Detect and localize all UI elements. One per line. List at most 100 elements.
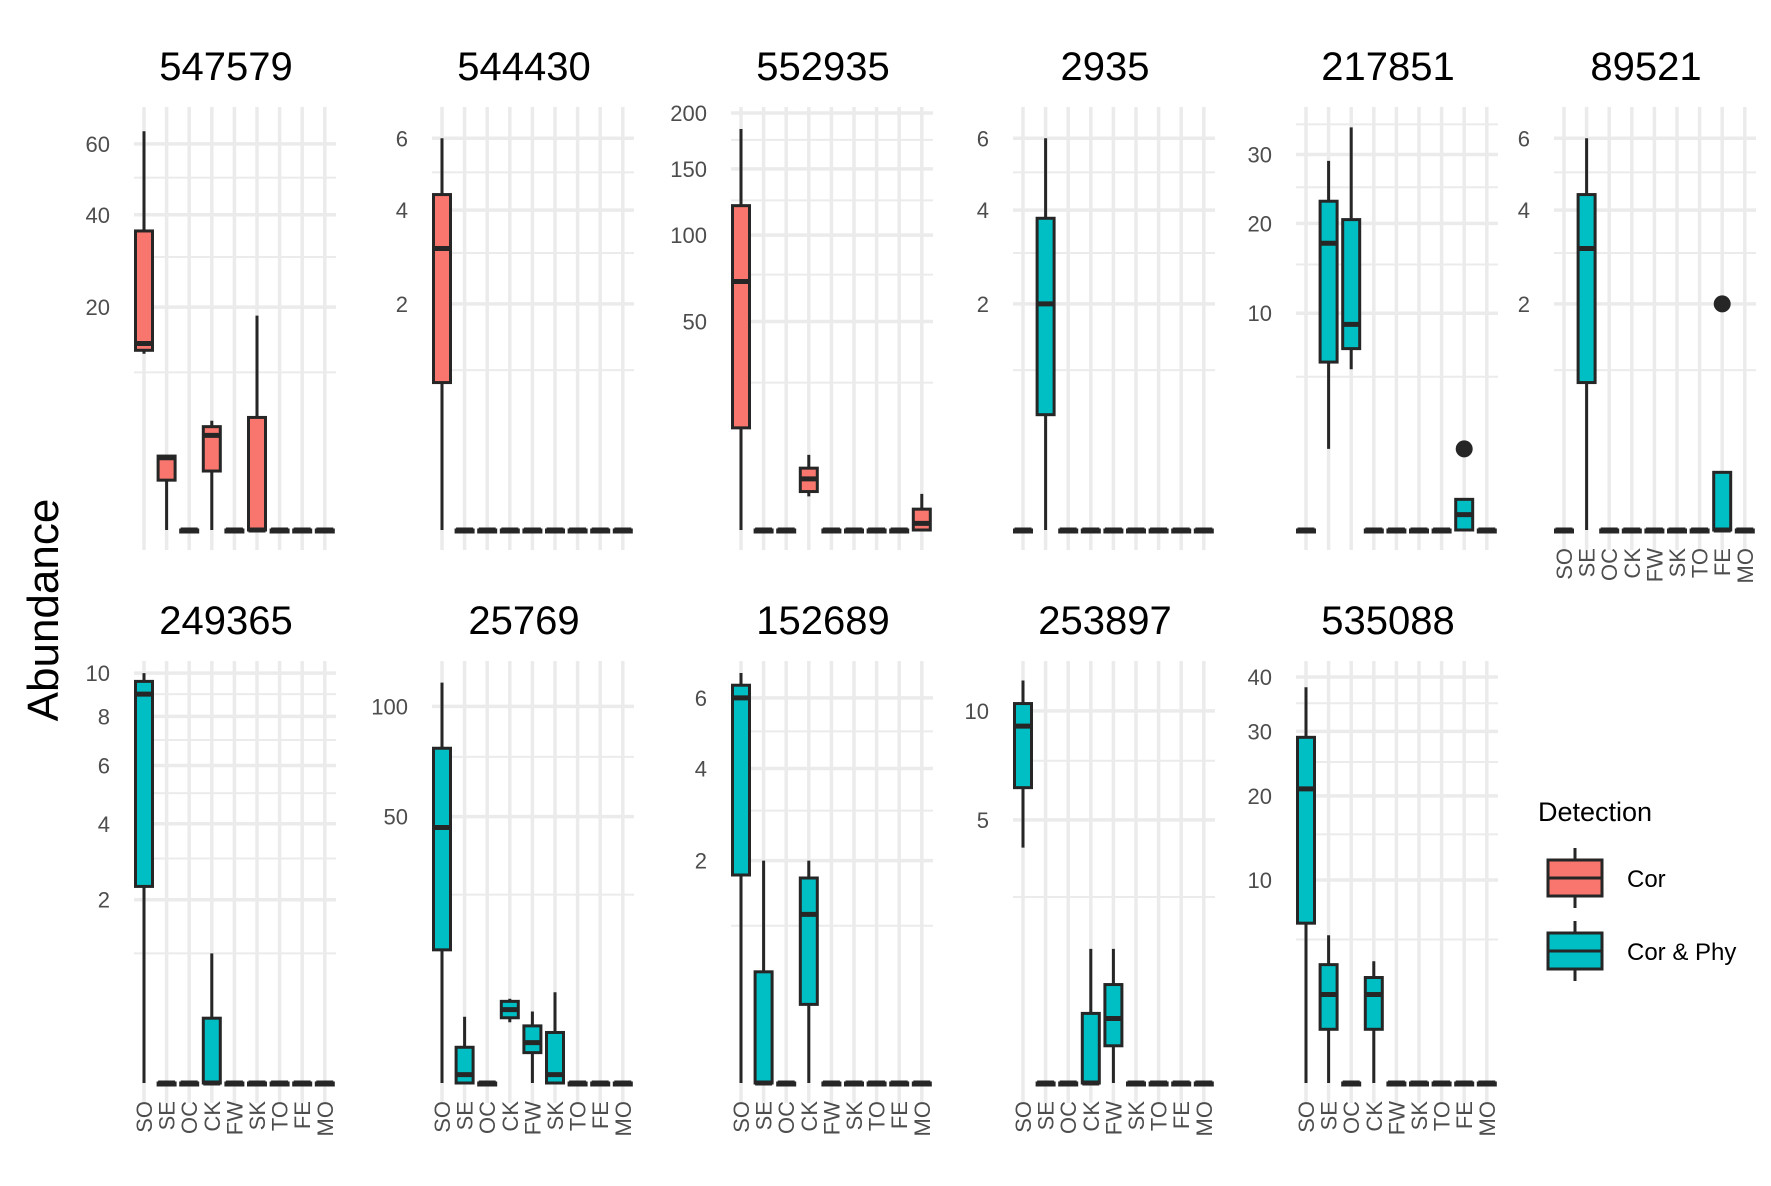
facet-title: 253897: [1038, 599, 1171, 643]
box-CK: [1363, 527, 1384, 534]
legend-label: Cor & Phy: [1627, 939, 1736, 966]
x-tick-label: MO: [1475, 1101, 1500, 1136]
box-MO: [1193, 1080, 1214, 1087]
box-iqr: [911, 507, 932, 532]
y-tick-label: 5: [977, 808, 989, 833]
facet-title: 552935: [756, 45, 889, 89]
legend-item: Cor & Phy: [1546, 921, 1736, 981]
x-tick-label: SE: [1575, 548, 1600, 577]
box-TO: [1431, 1080, 1452, 1087]
x-tick-label: FW: [520, 1101, 545, 1135]
y-tick-label: 40: [1248, 665, 1272, 690]
x-tick-label: MO: [611, 1101, 636, 1136]
box-SE: [1035, 138, 1056, 530]
box-MO: [314, 1080, 335, 1087]
box-iqr: [1341, 218, 1362, 351]
y-tick-label: 8: [98, 704, 110, 729]
x-tick-label: CK: [1079, 1101, 1104, 1132]
x-tick-label: FE: [1710, 548, 1735, 576]
x-tick-label: SE: [752, 1101, 777, 1130]
box-MO: [1476, 1080, 1497, 1087]
y-tick-label: 20: [1248, 211, 1272, 236]
x-tick-label: SE: [1034, 1101, 1059, 1130]
facet-panel-547579: 20 40 60 547579: [86, 45, 336, 550]
box-SK: [1667, 527, 1687, 534]
x-tick-label: FE: [887, 1101, 912, 1129]
box-OC: [1058, 1080, 1079, 1087]
y-tick-label: 10: [86, 661, 110, 686]
y-tick-label: 10: [1248, 868, 1272, 893]
x-tick-label: SO: [430, 1101, 455, 1133]
facet-title: 217851: [1321, 45, 1454, 89]
x-tick-label: SK: [1665, 548, 1690, 578]
y-tick-label: 6: [98, 753, 110, 778]
x-tick-label: TO: [865, 1101, 890, 1131]
box-SE: [1318, 160, 1339, 449]
box-CK: [499, 527, 520, 534]
box-SO: [134, 131, 154, 354]
box-FE: [1454, 1080, 1475, 1087]
box-SK: [844, 527, 864, 534]
x-tick-label: SO: [1552, 548, 1577, 580]
x-tick-label: SO: [1294, 1101, 1319, 1133]
box-OC: [179, 1080, 200, 1087]
box-CK: [798, 860, 819, 1083]
facet-title: 544430: [457, 45, 590, 89]
box-iqr: [201, 1016, 222, 1085]
box-FW: [821, 1080, 842, 1087]
x-tick-label: SO: [729, 1101, 754, 1133]
y-tick-label: 20: [1248, 784, 1272, 809]
legend-label: Cor: [1627, 866, 1666, 893]
box-CK: [1080, 948, 1101, 1086]
y-tick-label: 50: [683, 310, 707, 335]
x-tick-label: OC: [774, 1101, 799, 1134]
x-tick-label: CK: [797, 1101, 822, 1132]
facet-panel-544430: 2 4 6 544430: [396, 45, 634, 550]
facet-title: 249365: [159, 599, 292, 643]
x-tick-label: SK: [245, 1101, 270, 1131]
x-tick-label: MO: [1192, 1101, 1217, 1136]
box-OC: [1341, 127, 1362, 370]
box-CK: [201, 420, 222, 530]
y-tick-label: 6: [396, 126, 408, 151]
box-FE: [292, 527, 313, 534]
box-MO: [1193, 527, 1214, 534]
box-FW: [1103, 948, 1124, 1083]
box-TO: [866, 1080, 887, 1087]
box-CK: [1080, 527, 1101, 534]
y-tick-label: 2: [977, 292, 989, 317]
box-TO: [269, 527, 290, 534]
box-iqr: [432, 193, 452, 385]
y-tick-label: 100: [670, 223, 707, 248]
box-OC: [1058, 527, 1079, 534]
box-SK: [1126, 1080, 1146, 1087]
x-tick-label: FE: [290, 1101, 315, 1129]
x-tick-label: SE: [1317, 1101, 1342, 1130]
box-iqr: [1103, 983, 1124, 1048]
box-OC: [1599, 527, 1620, 534]
y-tick-label: 10: [965, 699, 989, 724]
y-tick-label: 150: [670, 157, 707, 182]
x-tick-label: CK: [1620, 548, 1645, 579]
box-FW: [821, 527, 842, 534]
box-iqr: [798, 876, 819, 1006]
y-tick-label: 2: [396, 292, 408, 317]
box-CK: [201, 953, 222, 1086]
box-MO: [314, 527, 335, 534]
x-tick-label: TO: [268, 1101, 293, 1131]
facet-panel-217851: 10 20 30 217851: [1248, 45, 1498, 550]
x-tick-label: SK: [1124, 1101, 1149, 1131]
box-CK: [499, 998, 520, 1023]
x-tick-label: SE: [453, 1101, 478, 1130]
x-tick-label: TO: [1430, 1101, 1455, 1131]
x-tick-label: MO: [910, 1101, 935, 1136]
facet-title: 152689: [756, 599, 889, 643]
box-iqr: [247, 415, 267, 532]
box-FE: [590, 1080, 611, 1087]
box-iqr: [454, 1045, 475, 1085]
box-FW: [522, 1011, 543, 1083]
